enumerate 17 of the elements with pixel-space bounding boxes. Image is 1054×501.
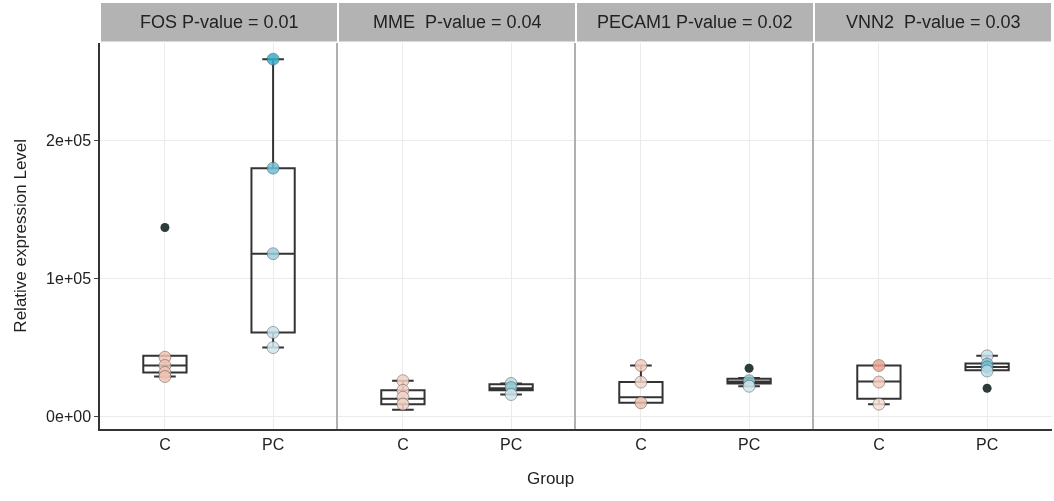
chart-title: PECAM1 P-value = 0.02 bbox=[597, 12, 793, 32]
x-tick-label: C bbox=[397, 435, 409, 453]
chart-title: FOS P-value = 0.01 bbox=[140, 12, 299, 32]
x-tick-label: PC bbox=[261, 435, 285, 453]
y-tick-label: 1e+05 bbox=[46, 270, 92, 288]
x-tick-label: C bbox=[159, 435, 171, 453]
y-tick-label: 2e+05 bbox=[46, 132, 92, 150]
x-tick-label: C bbox=[635, 435, 647, 453]
chart-title: MME P-value = 0.04 bbox=[373, 12, 542, 32]
x-tick-label: PC bbox=[975, 435, 999, 453]
x-tick-label: PC bbox=[499, 435, 523, 453]
x-tick-label: C bbox=[873, 435, 885, 453]
x-axis-title: Group bbox=[527, 469, 575, 488]
x-tick-label: PC bbox=[737, 435, 761, 453]
y-tick-label: 0e+00 bbox=[46, 408, 92, 426]
y-axis-title: Relative expression Level bbox=[11, 138, 31, 333]
chart-title: VNN2 P-value = 0.03 bbox=[846, 12, 1021, 32]
